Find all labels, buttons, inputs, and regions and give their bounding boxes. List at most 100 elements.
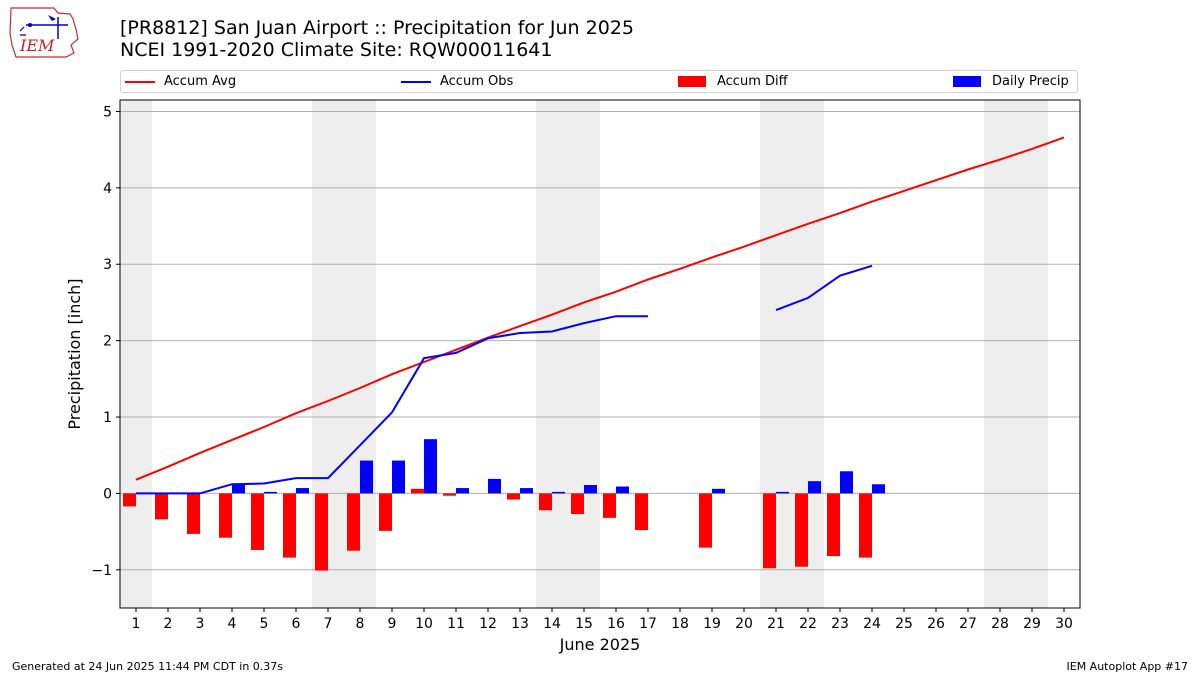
daily-precip-bar-day-19 <box>712 488 725 494</box>
weekend-shade-0 <box>120 100 152 608</box>
diff-bar-day-5 <box>251 493 264 550</box>
x-tick-label: 25 <box>895 616 913 632</box>
daily-precip-bar-day-23 <box>840 471 853 494</box>
x-tick-label: 3 <box>196 616 205 632</box>
x-tick-label: 22 <box>799 616 817 632</box>
daily-precip-bar-day-24 <box>872 484 885 494</box>
x-tick-label: 15 <box>575 616 593 632</box>
diff-bar-day-1 <box>123 493 136 507</box>
x-axis-label: June 2025 <box>559 635 641 654</box>
x-tick-label: 28 <box>991 616 1009 632</box>
daily-precip-bar-day-12 <box>488 478 501 494</box>
legend-swatch-accum-obs <box>401 81 431 83</box>
diff-bar-day-21 <box>763 493 776 569</box>
x-tick-label: 21 <box>767 616 785 632</box>
diff-bar-day-19 <box>699 493 712 548</box>
x-tick-label: 30 <box>1055 616 1073 632</box>
legend-label-accum-diff: Accum Diff <box>717 74 788 89</box>
y-tick-label: −1 <box>91 563 112 579</box>
daily-precip-bar-day-4 <box>232 484 245 494</box>
chart-legend: Accum Avg Accum Obs Accum Diff Daily Pre… <box>120 70 1078 93</box>
x-tick-label: 8 <box>356 616 365 632</box>
x-tick-label: 18 <box>671 616 689 632</box>
x-tick-label: 16 <box>607 616 625 632</box>
diff-bar-day-7 <box>315 493 328 571</box>
x-tick-label: 1 <box>132 616 141 632</box>
x-tick-label: 26 <box>927 616 945 632</box>
daily-precip-bar-day-8 <box>360 460 373 494</box>
y-tick-label: 5 <box>103 104 112 120</box>
y-tick-label: 0 <box>103 486 112 502</box>
footer-app-text: IEM Autoplot App #17 <box>1066 660 1189 673</box>
diff-bar-day-4 <box>219 493 232 538</box>
x-tick-label: 4 <box>228 616 237 632</box>
legend-swatch-daily-precip <box>953 76 981 87</box>
diff-bar-day-6 <box>283 493 296 558</box>
diff-bar-day-23 <box>827 493 840 557</box>
legend-label-accum-obs: Accum Obs <box>440 74 514 89</box>
daily-precip-bar-day-11 <box>456 488 469 494</box>
diff-bar-day-16 <box>603 493 616 518</box>
weekend-shade-4 <box>984 100 1048 608</box>
diff-bar-day-10 <box>411 488 424 494</box>
svg-text:IEM: IEM <box>19 36 55 55</box>
daily-precip-bar-day-21 <box>776 491 789 494</box>
accum-avg-line-segment-0 <box>135 136 1065 481</box>
iem-logo: IEM <box>8 5 82 59</box>
x-tick-label: 27 <box>959 616 977 632</box>
daily-precip-bar-day-22 <box>808 481 821 494</box>
diff-bar-day-9 <box>379 493 392 531</box>
diff-bar-day-15 <box>571 493 584 515</box>
x-tick-label: 12 <box>479 616 497 632</box>
x-tick-label: 10 <box>415 616 433 632</box>
daily-precip-bar-day-6 <box>296 488 309 494</box>
diff-bar-day-22 <box>795 493 808 567</box>
chart-title: [PR8812] San Juan Airport :: Precipitati… <box>120 17 634 39</box>
x-tick-label: 23 <box>831 616 849 632</box>
accum-obs-line-segment-1 <box>775 264 873 312</box>
x-tick-label: 11 <box>447 616 465 632</box>
footer-generated-text: Generated at 24 Jun 2025 11:44 PM CDT in… <box>12 660 284 673</box>
chart-subtitle: NCEI 1991-2020 Climate Site: RQW00011641 <box>120 39 553 61</box>
diff-bar-day-24 <box>859 493 872 558</box>
x-tick-label: 20 <box>735 616 753 632</box>
legend-label-accum-avg: Accum Avg <box>164 74 237 89</box>
x-tick-label: 9 <box>388 616 397 632</box>
daily-precip-bar-day-9 <box>392 460 405 494</box>
diff-bar-day-14 <box>539 493 552 511</box>
x-tick-label: 7 <box>324 616 333 632</box>
y-axis-label: Precipitation [inch] <box>65 278 84 429</box>
diff-bar-day-2 <box>155 493 168 520</box>
plot-frame <box>119 99 1081 609</box>
y-tick-label: 4 <box>103 181 112 197</box>
daily-precip-bar-day-14 <box>552 491 565 494</box>
weekend-shade-2 <box>536 100 600 608</box>
x-tick-label: 13 <box>511 616 529 632</box>
x-tick-label: 14 <box>543 616 561 632</box>
daily-precip-bar-day-15 <box>584 485 597 494</box>
accum-obs-line-segment-0 <box>136 315 648 495</box>
diff-bar-day-11 <box>443 493 456 496</box>
daily-precip-bar-day-13 <box>520 488 533 494</box>
legend-swatch-accum-diff <box>678 76 706 87</box>
x-tick-label: 5 <box>260 616 269 632</box>
daily-precip-bar-day-16 <box>616 486 629 494</box>
y-tick-label: 3 <box>103 257 112 273</box>
x-tick-label: 6 <box>292 616 301 632</box>
x-tick-label: 19 <box>703 616 721 632</box>
x-tick-label: 24 <box>863 616 881 632</box>
diff-bar-day-13 <box>507 493 520 500</box>
daily-precip-bar-day-5 <box>264 491 277 494</box>
diff-bar-day-3 <box>187 493 200 534</box>
x-tick-label: 2 <box>164 616 173 632</box>
x-tick-label: 17 <box>639 616 657 632</box>
y-tick-label: 2 <box>103 334 112 350</box>
daily-precip-bar-day-10 <box>424 439 437 494</box>
x-tick-label: 29 <box>1023 616 1041 632</box>
legend-label-daily-precip: Daily Precip <box>992 74 1069 89</box>
legend-swatch-accum-avg <box>125 81 155 83</box>
diff-bar-day-17 <box>635 493 648 531</box>
y-tick-label: 1 <box>103 410 112 426</box>
diff-bar-day-8 <box>347 493 360 551</box>
